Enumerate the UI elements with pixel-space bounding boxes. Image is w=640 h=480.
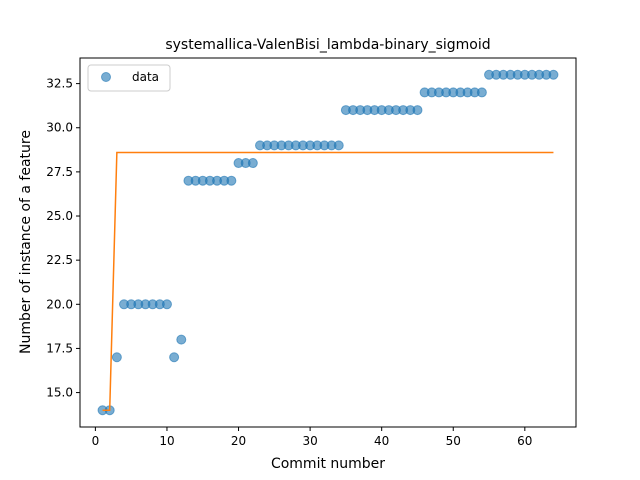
data-point bbox=[412, 105, 423, 116]
plot-area bbox=[97, 69, 559, 416]
legend-marker-data bbox=[101, 72, 111, 82]
data-point bbox=[161, 299, 172, 310]
legend-label-data: data bbox=[132, 70, 159, 84]
fit-line bbox=[102, 151, 554, 411]
y-tick-label: 15.0 bbox=[46, 386, 73, 400]
x-tick-label: 20 bbox=[231, 434, 246, 448]
x-tick-label: 30 bbox=[302, 434, 317, 448]
chart-title: systemallica-ValenBisi_lambda-binary_sig… bbox=[165, 37, 490, 53]
x-axis-label: Commit number bbox=[271, 456, 385, 472]
data-point bbox=[169, 352, 180, 363]
y-tick-label: 32.5 bbox=[46, 77, 73, 91]
plot-frame bbox=[79, 57, 577, 428]
legend-frame bbox=[87, 64, 171, 92]
data-point bbox=[247, 158, 258, 169]
x-axis: 0 10 20 30 40 50 60 bbox=[92, 427, 532, 448]
y-axis-label: Number of instance of a feature bbox=[18, 130, 34, 354]
data-point bbox=[111, 352, 122, 363]
data-point bbox=[548, 69, 559, 80]
x-tick-label: 0 bbox=[92, 434, 100, 448]
data-point bbox=[333, 140, 344, 151]
x-tick-label: 40 bbox=[374, 434, 389, 448]
data-point bbox=[176, 334, 187, 345]
y-tick-label: 20.0 bbox=[46, 297, 73, 311]
y-axis: 15.0 17.5 20.0 22.5 25.0 27.5 30.0 32.5 bbox=[46, 77, 80, 400]
data-point bbox=[476, 87, 487, 98]
x-tick-label: 60 bbox=[517, 434, 532, 448]
x-tick-label: 50 bbox=[446, 434, 461, 448]
y-tick-label: 17.5 bbox=[46, 341, 73, 355]
y-tick-label: 25.0 bbox=[46, 209, 73, 223]
x-tick-label: 10 bbox=[159, 434, 174, 448]
legend: data bbox=[87, 64, 171, 92]
y-tick-label: 30.0 bbox=[46, 121, 73, 135]
y-tick-label: 27.5 bbox=[46, 165, 73, 179]
data-point bbox=[226, 175, 237, 186]
y-tick-label: 22.5 bbox=[46, 253, 73, 267]
